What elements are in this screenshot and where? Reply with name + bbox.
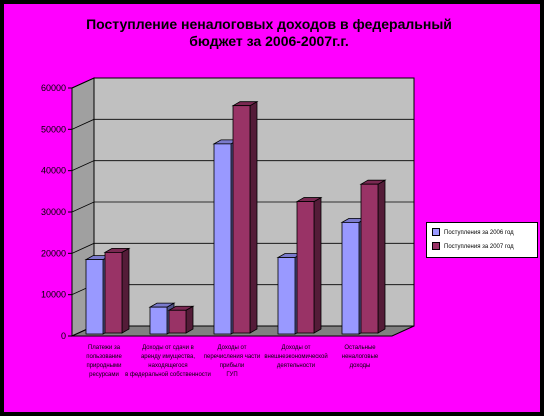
chart-title: Поступление неналоговых доходов в федера… [74,16,464,50]
y-tick-label: 60000 [41,83,66,93]
x-category-label: Доходы от [282,345,311,351]
x-category-label: ГУП [226,372,237,378]
bar-2006 [341,221,360,335]
y-tick-label: 0 [61,331,66,341]
x-category-label: перечисления части [204,354,261,360]
legend: Поступления за 2006 год Поступления за 2… [426,222,538,258]
chart-title-line-2: бюджет за 2006-2007г.г. [189,33,349,49]
x-category-label: доходы [350,363,371,369]
x-category-label: Доходы от сдачи в [142,345,194,351]
bar-2007 [360,183,379,334]
bar-2007 [168,309,187,334]
legend-item-2007: Поступления за 2007 год [432,242,514,252]
x-category-label: природными [86,363,121,369]
y-tick-label: 50000 [41,124,66,134]
y-tick-label: 30000 [41,207,66,217]
bar-side [377,179,386,334]
x-category-label: Остальные [344,345,376,351]
y-tick-label: 40000 [41,166,66,176]
bar-2006 [213,143,232,335]
bar-2007 [296,201,315,334]
plot-area: 0 10000 20000 30000 40000 50000 60000 Платежи з… [41,77,415,378]
x-category-label: Доходы от [218,345,247,351]
chart-title-line-1: Поступление неналоговых доходов в федера… [86,16,452,32]
x-category-label: ресурсами [89,372,119,378]
bar-2006 [85,259,104,335]
x-category-label: деятельности [277,363,315,369]
x-category-label: Платежи за [88,345,121,351]
legend-item-2006: Поступления за 2006 год [432,228,514,238]
gridline [71,118,414,130]
legend-label-2006: Поступления за 2006 год [444,230,514,236]
chart-canvas: Поступление неналоговых доходов в федера… [4,4,540,412]
bar-side [185,305,194,334]
x-category-label: аренду имущества, [141,354,195,360]
x-category-label: в федеральной собственности [125,371,211,378]
bar-2006 [149,306,168,335]
bar-side [249,100,258,334]
y-tick-label: 20000 [41,248,66,258]
bar-side [313,196,322,334]
gridline [71,77,414,89]
bar-2007 [232,105,251,334]
bar-2006 [277,257,296,335]
x-category-label: неналоговые [342,354,379,360]
bar-2007 [104,251,123,334]
x-category-label: пользование [86,354,122,360]
x-category-label: находящегося [148,363,187,369]
gridline [71,160,414,172]
bar-side [121,247,130,334]
legend-swatch-2007 [432,242,440,251]
x-category-label: внешнеэкономической [264,353,327,360]
y-tick-label: 10000 [41,290,66,300]
x-category-label: прибыли [220,363,245,369]
legend-label-2007: Поступления за 2007 год [444,244,514,250]
legend-swatch-2006 [432,228,440,237]
